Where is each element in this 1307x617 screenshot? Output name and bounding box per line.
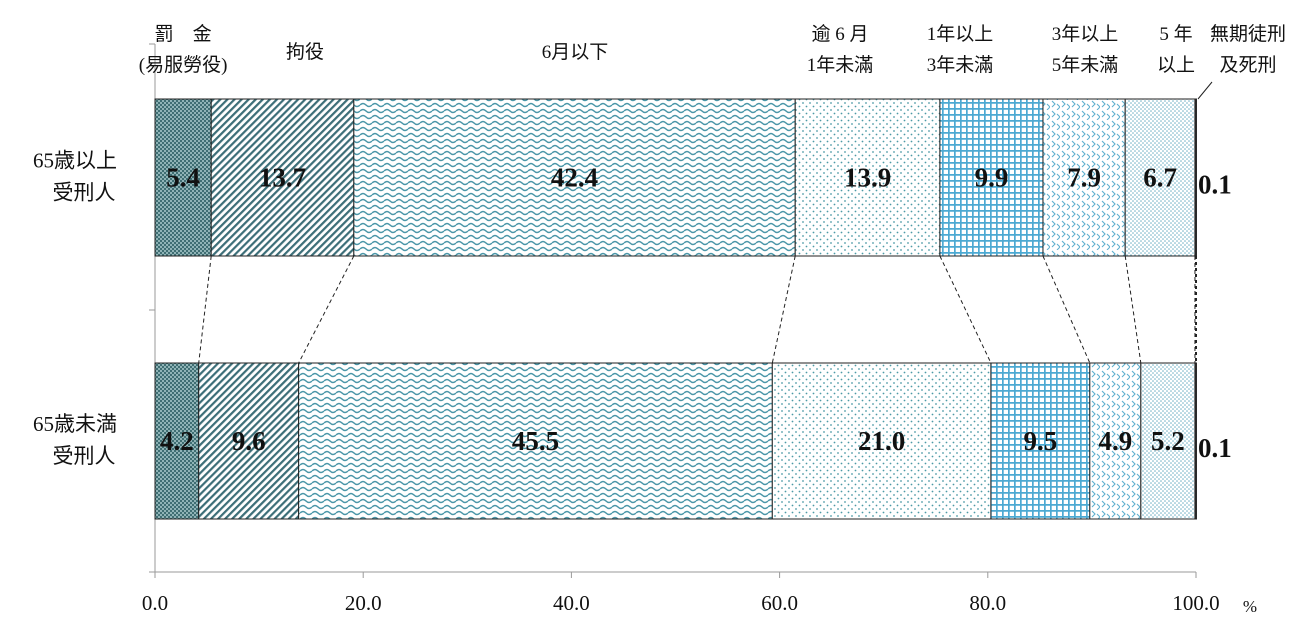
series-label: 罰 金 xyxy=(155,23,212,45)
series-label: 5 年 xyxy=(1159,23,1192,45)
series-label: 拘役 xyxy=(286,41,324,63)
connector-lines xyxy=(198,255,1197,364)
bar-segment xyxy=(771,362,992,520)
data-label: 13.7 xyxy=(259,163,306,193)
series-label: 3年以上 xyxy=(1052,23,1119,45)
bar-segment xyxy=(1194,362,1197,520)
connector-line xyxy=(1124,255,1142,364)
series-label: 以上 xyxy=(1157,54,1195,76)
data-label: 45.5 xyxy=(512,426,559,456)
data-label: 7.9 xyxy=(1067,163,1101,193)
data-label: 9.5 xyxy=(1023,426,1057,456)
bar-segment xyxy=(939,98,1044,257)
bar-segment xyxy=(298,362,773,520)
bar-segment xyxy=(154,98,212,257)
x-tick-label: 40.0 xyxy=(553,591,590,615)
data-label: 5.2 xyxy=(1151,426,1185,456)
data-label: 13.9 xyxy=(844,163,891,193)
series-label: 3年未滿 xyxy=(927,54,994,76)
bar-segment xyxy=(1089,362,1142,520)
data-label: 42.4 xyxy=(551,163,598,193)
unit-label: % xyxy=(1243,597,1257,616)
series-label: 5年未滿 xyxy=(1052,54,1119,76)
connector-line xyxy=(198,255,212,364)
x-tick-label: 20.0 xyxy=(345,591,382,615)
series-label: 6月以下 xyxy=(542,42,609,63)
axes: 0.0 20.0 40.0 60.0 80.0 100.0% xyxy=(142,43,1257,616)
data-label: 0.1 xyxy=(1198,433,1232,463)
bar-segment xyxy=(198,362,300,520)
bar-segment xyxy=(1194,98,1197,257)
bar-segment xyxy=(794,98,941,257)
data-label: 4.2 xyxy=(160,426,194,456)
connector-line xyxy=(298,255,355,364)
bar-segment xyxy=(1124,98,1196,257)
category-label: 65歳以上 xyxy=(33,149,117,173)
connector-line xyxy=(1042,255,1091,364)
data-label: 6.7 xyxy=(1143,163,1177,193)
label-pointer-line xyxy=(1197,81,1213,100)
connector-line xyxy=(771,255,796,364)
series-label: 逾 6 月 xyxy=(811,23,868,45)
series-label: 無期徒刑 xyxy=(1210,23,1286,45)
data-label: 4.9 xyxy=(1098,426,1132,456)
x-tick-label: 0.0 xyxy=(142,591,168,615)
category-label: 受刑人 xyxy=(53,181,116,205)
category-label: 受刑人 xyxy=(53,444,116,468)
category-label: 65歳未満 xyxy=(33,412,117,436)
series-label: (易服勞役) xyxy=(139,54,228,76)
data-label: 9.9 xyxy=(975,163,1009,193)
data-label: 5.4 xyxy=(166,163,200,193)
data-label: 21.0 xyxy=(858,426,905,456)
series-label: 1年以上 xyxy=(927,23,994,45)
x-tick-label: 100.0 xyxy=(1172,591,1219,615)
bar-segment xyxy=(1140,362,1196,520)
bar-segment xyxy=(353,98,796,257)
series-label: 及死刑 xyxy=(1219,54,1276,76)
bar-segment xyxy=(990,362,1091,520)
bars xyxy=(154,98,1197,520)
connector-line xyxy=(939,255,992,364)
data-label: 9.6 xyxy=(232,426,266,456)
data-label: 0.1 xyxy=(1198,170,1232,200)
series-label: 1年未滿 xyxy=(807,54,874,76)
x-tick-label: 80.0 xyxy=(969,591,1006,615)
x-tick-label: 60.0 xyxy=(761,591,798,615)
